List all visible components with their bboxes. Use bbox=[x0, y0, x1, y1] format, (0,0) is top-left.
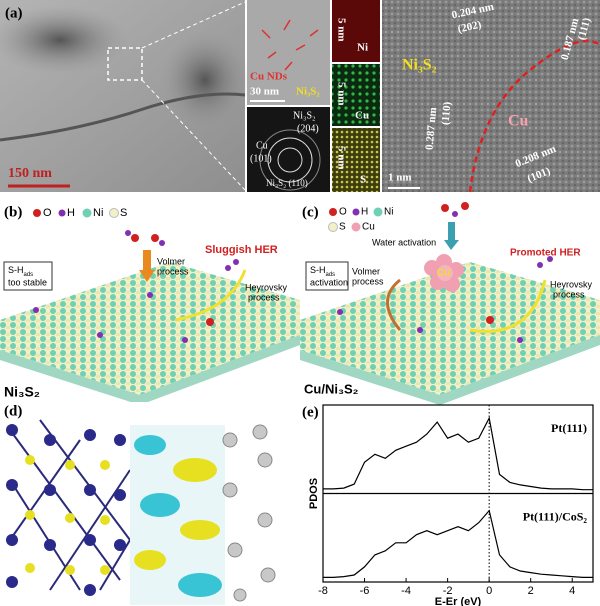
panel-label: (b) bbox=[4, 204, 22, 220]
phase-label: Ni₃S₂ bbox=[296, 86, 320, 98]
map-cu bbox=[332, 64, 380, 126]
saed-label: (101) bbox=[250, 153, 272, 164]
element-label: S bbox=[360, 174, 366, 186]
scale-label: 5 nm bbox=[335, 18, 347, 42]
y-axis-label: PDOS bbox=[308, 478, 320, 509]
panel-d: (d) bbox=[0, 402, 300, 606]
scale-label: 30 nm bbox=[250, 86, 279, 98]
legend-label: Cu bbox=[362, 222, 375, 233]
s-atoms bbox=[25, 455, 110, 575]
slab bbox=[0, 262, 300, 395]
step-label: process bbox=[352, 276, 384, 286]
legend-label: O bbox=[339, 207, 347, 218]
result-label: Sluggish HER bbox=[205, 244, 278, 256]
panel-label: (a) bbox=[5, 5, 23, 21]
material-label: Cu/Ni₃S₂ bbox=[304, 381, 359, 396]
callout-text: activation bbox=[310, 277, 348, 287]
arrows bbox=[261, 19, 319, 71]
legend-label: O bbox=[43, 207, 52, 219]
x-tick-label: 2 bbox=[528, 585, 534, 597]
slab bbox=[300, 262, 600, 395]
step-label: process bbox=[157, 266, 189, 276]
panel-label: (d) bbox=[4, 403, 22, 419]
callout bbox=[305, 261, 349, 291]
saed-label: Ni₃S₂ bbox=[293, 110, 316, 121]
series-label: Pt(111) bbox=[551, 421, 587, 435]
panel-a: (a) 150 nm Cu NDs 30 nm Ni₃S₂ Ni₃S₂ (204… bbox=[0, 0, 600, 193]
scale-label: 150 nm bbox=[8, 166, 52, 181]
slab-edge bbox=[0, 335, 300, 405]
annotation: Water activation bbox=[372, 237, 436, 247]
panel-label: (e) bbox=[302, 404, 319, 420]
callout-text: S-Hads bbox=[310, 265, 335, 277]
saed-label: Ni₃S₂ (110) bbox=[266, 178, 308, 188]
callout-text: too stable bbox=[8, 277, 47, 287]
phase-label: Ni₃S₂ bbox=[402, 57, 437, 74]
slab-edge bbox=[300, 335, 600, 405]
scale-label: 5 nm bbox=[335, 82, 347, 106]
x-tick-label: -8 bbox=[318, 585, 328, 597]
x-axis-label: E-Er (eV) bbox=[435, 596, 482, 606]
charge-density bbox=[130, 425, 225, 605]
x-tick-label: -6 bbox=[360, 585, 370, 597]
x-tick-label: 0 bbox=[486, 585, 492, 597]
saed-label: Cu bbox=[256, 140, 268, 151]
element-label: Cu bbox=[355, 110, 369, 122]
legend-label: S bbox=[339, 222, 346, 233]
d-spacing: 0.287 nm bbox=[424, 107, 440, 151]
x-tick-label: 4 bbox=[569, 585, 575, 597]
x-tick-label: -4 bbox=[401, 585, 411, 597]
zoom-box bbox=[107, 47, 143, 81]
cluster-label: Cu bbox=[437, 268, 450, 279]
pt-atoms bbox=[222, 424, 276, 602]
interface bbox=[468, 39, 600, 193]
element-label: Ni bbox=[357, 42, 368, 54]
pdos-line bbox=[323, 509, 593, 578]
annotation: Cu NDs bbox=[250, 71, 288, 83]
ni-atoms bbox=[6, 424, 126, 596]
map-ni bbox=[332, 0, 380, 62]
d-index: (202) bbox=[457, 19, 483, 36]
step-label: process bbox=[553, 289, 585, 299]
d-index: (111) bbox=[576, 16, 594, 41]
saed-label: (204) bbox=[297, 123, 319, 134]
material-label: Ni₃S₂ bbox=[4, 384, 40, 400]
cu-cluster bbox=[424, 254, 464, 292]
scale-label: 5 nm bbox=[335, 146, 347, 170]
step-label: Heyrovsky bbox=[550, 279, 593, 289]
pdos-line bbox=[323, 416, 593, 491]
saed-rings bbox=[259, 129, 321, 191]
x-tick-label: -2 bbox=[443, 585, 453, 597]
zoom-line bbox=[141, 1, 246, 49]
panel-b: (b) O H Ni S S-Hads too stable Volmer pr… bbox=[0, 204, 300, 405]
step-label: Volmer bbox=[157, 256, 185, 266]
step-label: process bbox=[248, 292, 280, 302]
tem-inset bbox=[247, 0, 330, 105]
scale-label: 1 nm bbox=[388, 172, 412, 184]
series-label: Pt(111)/CoS₂ bbox=[523, 509, 588, 523]
flake bbox=[160, 30, 250, 130]
step-label: Volmer bbox=[352, 266, 380, 276]
phase-label: Cu bbox=[508, 113, 529, 130]
legend-label: H bbox=[67, 207, 75, 219]
legend-label: S bbox=[120, 207, 127, 219]
saed bbox=[247, 107, 330, 192]
callout bbox=[3, 261, 53, 291]
flake bbox=[0, 5, 130, 75]
hrtem bbox=[382, 0, 600, 192]
callout-text: S-Hads bbox=[8, 265, 33, 277]
d-index: (110) bbox=[440, 101, 454, 126]
step-label: Heyrovsky bbox=[245, 282, 288, 292]
panel-e: (e) -8 -6 -4 -2 0 2 4 E-Er (eV) PDOS Pt(111) Pt(11… bbox=[302, 404, 594, 606]
legend-label: H bbox=[361, 207, 368, 218]
result-label: Promoted HER bbox=[510, 248, 581, 259]
panel-c: (c) O H Ni S Cu Water activation Promote… bbox=[300, 202, 600, 405]
legend-label: Ni bbox=[93, 207, 103, 219]
edge bbox=[0, 92, 246, 142]
map-s bbox=[332, 128, 380, 192]
panel-label: (c) bbox=[302, 204, 319, 220]
legend-label: Ni bbox=[384, 207, 393, 218]
